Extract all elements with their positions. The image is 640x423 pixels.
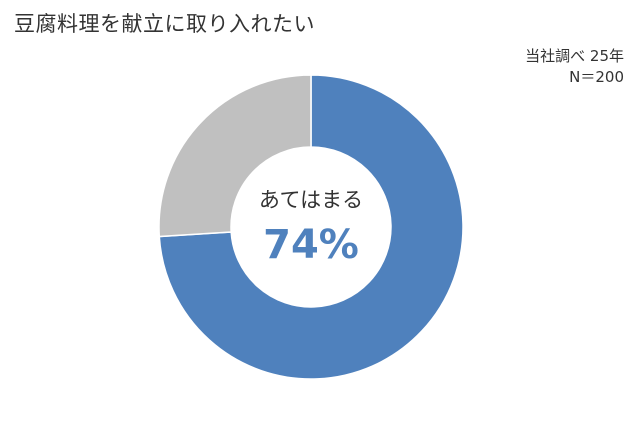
center-label: あてはまる (259, 188, 363, 212)
donut-slice-1 (158, 74, 464, 380)
source-note: 当社調べ 25年 N＝200 (525, 46, 624, 88)
center-value: 74% (263, 222, 359, 268)
donut-slices (158, 74, 464, 380)
source-note-line-1: 当社調べ 25年 (525, 47, 624, 65)
source-note-line-2: N＝200 (569, 68, 624, 86)
donut-slice-2 (158, 74, 312, 238)
chart-title: 豆腐料理を献立に取り入れたい (14, 12, 315, 36)
